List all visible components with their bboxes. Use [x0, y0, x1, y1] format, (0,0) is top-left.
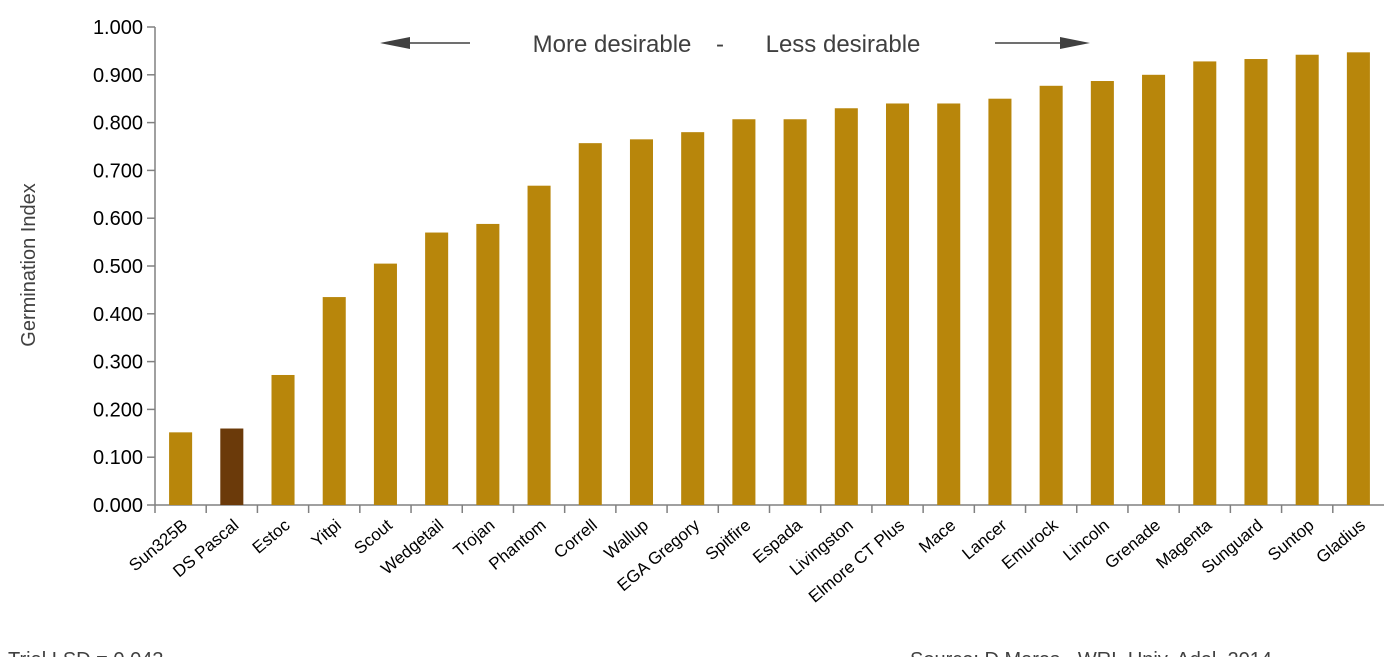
bar-trojan [476, 223, 500, 505]
x-tick-label: Elmore CT Plus [805, 516, 908, 607]
bar-ega-gregory [681, 132, 705, 505]
right-arrow-head [1060, 37, 1090, 49]
y-tick-label: 0.700 [93, 160, 143, 182]
bar-sun325b [169, 432, 193, 505]
x-tick-label: Correll [550, 516, 601, 563]
y-tick-label: 0.400 [93, 304, 143, 326]
x-tick-label: Mace [915, 516, 959, 557]
y-tick-label: 0.500 [93, 256, 143, 278]
y-tick-label: 0.600 [93, 208, 143, 230]
left-arrow-head [380, 37, 410, 49]
bar-livingston [834, 108, 858, 505]
x-tick-label: Phantom [485, 516, 549, 574]
y-tick-label: 0.800 [93, 113, 143, 135]
bar-magenta [1193, 61, 1217, 505]
footer-lsd: Trial LSD = 0.043 [8, 649, 163, 657]
annotation-left-text: More desirable [533, 31, 692, 58]
x-tick-label: Grenade [1101, 516, 1164, 573]
bar-gladius [1346, 52, 1370, 506]
bar-phantom [527, 185, 551, 506]
y-tick-label: 0.000 [93, 495, 143, 517]
y-axis-title: Germination Index [18, 183, 40, 346]
annotation-separator: - [716, 31, 724, 58]
y-ticks: 0.000 0.100 0.200 0.300 0.400 0.500 0.600 0.700… [93, 17, 155, 517]
x-tick-label: Emurock [998, 515, 1062, 573]
bar-yitpi [322, 297, 346, 505]
y-tick-label: 0.300 [93, 352, 143, 374]
bar-wallup [629, 139, 654, 505]
bar-lancer [988, 98, 1012, 505]
bar-emurock [1039, 85, 1063, 505]
bar-espada [783, 119, 807, 505]
footer-source: Source: D Mares - WRI, Univ. Adel. 2014 [910, 649, 1272, 657]
bar-correll [578, 143, 602, 506]
bar-scout [373, 263, 397, 505]
y-tick-label: 1.000 [93, 17, 143, 39]
bar-wedgetail [425, 232, 449, 506]
bar-ds-pascal [220, 428, 244, 505]
x-tick-label: Spitfire [702, 516, 755, 565]
bar-suntop [1295, 54, 1319, 505]
x-tick-label: Gladius [1313, 516, 1369, 568]
x-tick-label: Scout [350, 515, 396, 558]
y-tick-label: 0.100 [93, 447, 143, 469]
bar-spitfire [732, 119, 756, 505]
x-tick-label: Estoc [249, 515, 294, 557]
annotation-right-text: Less desirable [766, 31, 921, 58]
bars [169, 52, 1370, 506]
bar-grenade [1142, 74, 1166, 506]
bar-sunguard [1244, 59, 1268, 505]
y-tick-label: 0.900 [93, 65, 143, 87]
bar-lincoln [1090, 81, 1114, 505]
bar-estoc [271, 374, 295, 505]
bar-elmore-ct-plus [885, 103, 910, 505]
x-tick-label: Yitpi [308, 516, 345, 551]
y-tick-label: 0.200 [93, 399, 143, 421]
x-tick-label: Suntop [1264, 516, 1317, 565]
bar-mace [937, 103, 961, 505]
desirability-annotation: More desirable - Less desirable [380, 31, 1090, 58]
